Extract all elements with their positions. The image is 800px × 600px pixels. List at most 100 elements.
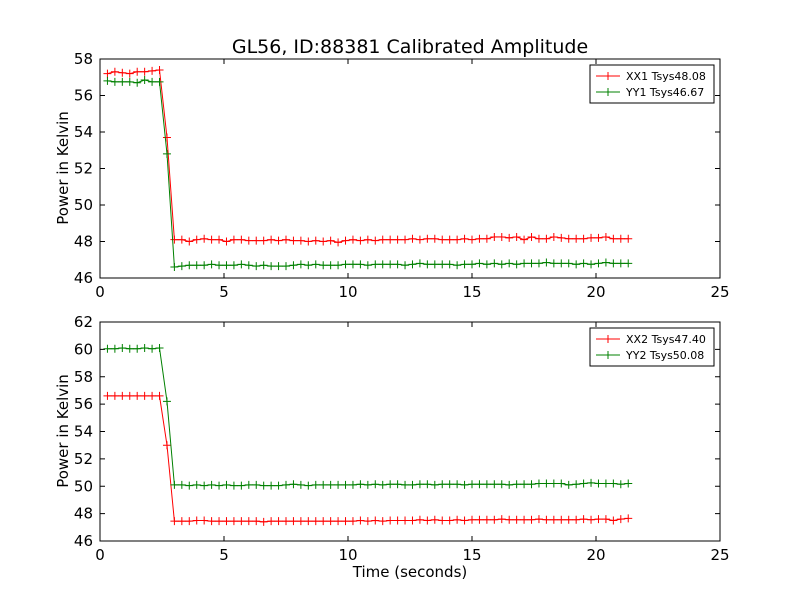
bottom-data-point xyxy=(572,515,581,524)
top-data-point xyxy=(222,261,231,270)
bottom-legend-marker xyxy=(604,351,612,359)
top-data-point xyxy=(438,235,447,244)
top-legend-box xyxy=(589,64,715,104)
bottom-data-point xyxy=(282,517,290,526)
top-legend-marker xyxy=(604,72,612,80)
top-y-tick-label: 52 xyxy=(74,160,93,178)
bottom-data-point xyxy=(549,515,558,524)
top-data-point xyxy=(371,236,380,245)
top-data-point xyxy=(609,234,618,243)
top-data-point xyxy=(118,68,127,77)
top-data-point xyxy=(401,235,410,244)
top-series-line xyxy=(107,69,629,243)
bottom-data-point xyxy=(579,479,588,488)
top-data-point xyxy=(341,260,350,269)
top-series-2 xyxy=(103,75,633,272)
top-data-point xyxy=(348,260,357,269)
bottom-data-point xyxy=(215,481,224,490)
bottom-data-point xyxy=(549,479,558,488)
bottom-data-point xyxy=(438,516,447,525)
bottom-data-point xyxy=(125,344,134,353)
top-data-point xyxy=(415,235,424,244)
bottom-data-point xyxy=(259,517,268,526)
top-data-point xyxy=(334,238,343,247)
bottom-data-point xyxy=(505,515,514,524)
bottom-legend: XX2 Tsys47.40 YY2 Tsys50.08 xyxy=(589,327,715,367)
top-data-point xyxy=(497,232,506,241)
bottom-data-point xyxy=(616,515,625,524)
top-series xyxy=(103,65,633,272)
bottom-series-line xyxy=(107,395,629,523)
bottom-data-point xyxy=(520,480,529,489)
bottom-y-axis-label: Power in Kelvin xyxy=(54,374,72,488)
bottom-data-point xyxy=(512,480,521,489)
bottom-y-tick-label: 54 xyxy=(74,423,93,441)
bottom-x-tick-label: 10 xyxy=(338,546,357,564)
top-data-point xyxy=(572,260,581,269)
top-data-point xyxy=(200,261,209,270)
bottom-data-point xyxy=(170,480,179,489)
top-data-point xyxy=(185,237,194,246)
top-data-point xyxy=(475,259,484,268)
bottom-data-point xyxy=(237,517,246,526)
bottom-data-point xyxy=(542,515,551,524)
top-data-point xyxy=(564,234,573,243)
bottom-x-tick-label: 0 xyxy=(95,546,105,564)
bottom-data-point xyxy=(564,515,573,524)
top-data-point xyxy=(587,260,596,269)
top-data-point xyxy=(393,260,402,269)
bottom-data-point xyxy=(267,517,276,526)
bottom-data-point xyxy=(103,391,112,400)
top-data-point xyxy=(363,261,372,270)
bottom-series-line xyxy=(107,347,629,487)
top-data-point xyxy=(267,262,276,271)
top-data-point xyxy=(579,234,588,243)
top-y-axis-label: Power in Kelvin xyxy=(54,111,72,225)
bottom-data-point xyxy=(244,517,253,526)
top-data-point xyxy=(103,69,112,78)
top-data-point xyxy=(319,237,328,246)
bottom-data-point xyxy=(594,515,603,524)
top-y-tick-label: 46 xyxy=(74,269,93,287)
bottom-data-point xyxy=(445,480,454,489)
bottom-data-point xyxy=(162,397,171,406)
top-data-point xyxy=(304,261,313,270)
bottom-data-point xyxy=(155,391,164,400)
top-data-point xyxy=(192,235,201,244)
top-data-point xyxy=(334,261,343,270)
bottom-data-point xyxy=(118,391,127,400)
bottom-data-point xyxy=(155,344,164,353)
top-data-point xyxy=(177,235,186,244)
top-data-point xyxy=(311,236,320,245)
bottom-x-tick-label: 15 xyxy=(462,546,481,564)
top-data-point xyxy=(200,234,209,243)
bottom-y-tick-label: 50 xyxy=(74,477,93,495)
bottom-data-point xyxy=(103,344,112,353)
bottom-plot-frame xyxy=(99,321,721,542)
bottom-data-point xyxy=(200,516,209,525)
top-data-point xyxy=(609,259,618,268)
top-data-point xyxy=(148,66,157,75)
bottom-subplot: Power in Kelvin Time (seconds) 0 5 10 15 20 2… xyxy=(54,313,730,581)
bottom-data-point xyxy=(497,515,506,524)
bottom-x-tick-label: 25 xyxy=(710,546,729,564)
top-data-point xyxy=(572,234,581,243)
bottom-data-point xyxy=(371,516,380,525)
bottom-data-point xyxy=(334,517,343,526)
bottom-data-point xyxy=(140,391,149,400)
bottom-data-point xyxy=(110,391,119,400)
top-data-point xyxy=(408,260,417,269)
bottom-data-point xyxy=(192,516,201,525)
top-data-point xyxy=(505,259,514,268)
top-data-point xyxy=(185,261,194,270)
bottom-data-point xyxy=(624,514,633,523)
top-data-point xyxy=(229,261,238,270)
bottom-data-point xyxy=(490,480,499,489)
bottom-data-point xyxy=(386,516,395,525)
top-data-point xyxy=(222,237,231,246)
bottom-data-point xyxy=(401,516,410,525)
top-data-point xyxy=(282,262,290,271)
bottom-data-point xyxy=(534,515,543,524)
top-data-point xyxy=(125,69,134,78)
bottom-data-point xyxy=(624,479,633,488)
